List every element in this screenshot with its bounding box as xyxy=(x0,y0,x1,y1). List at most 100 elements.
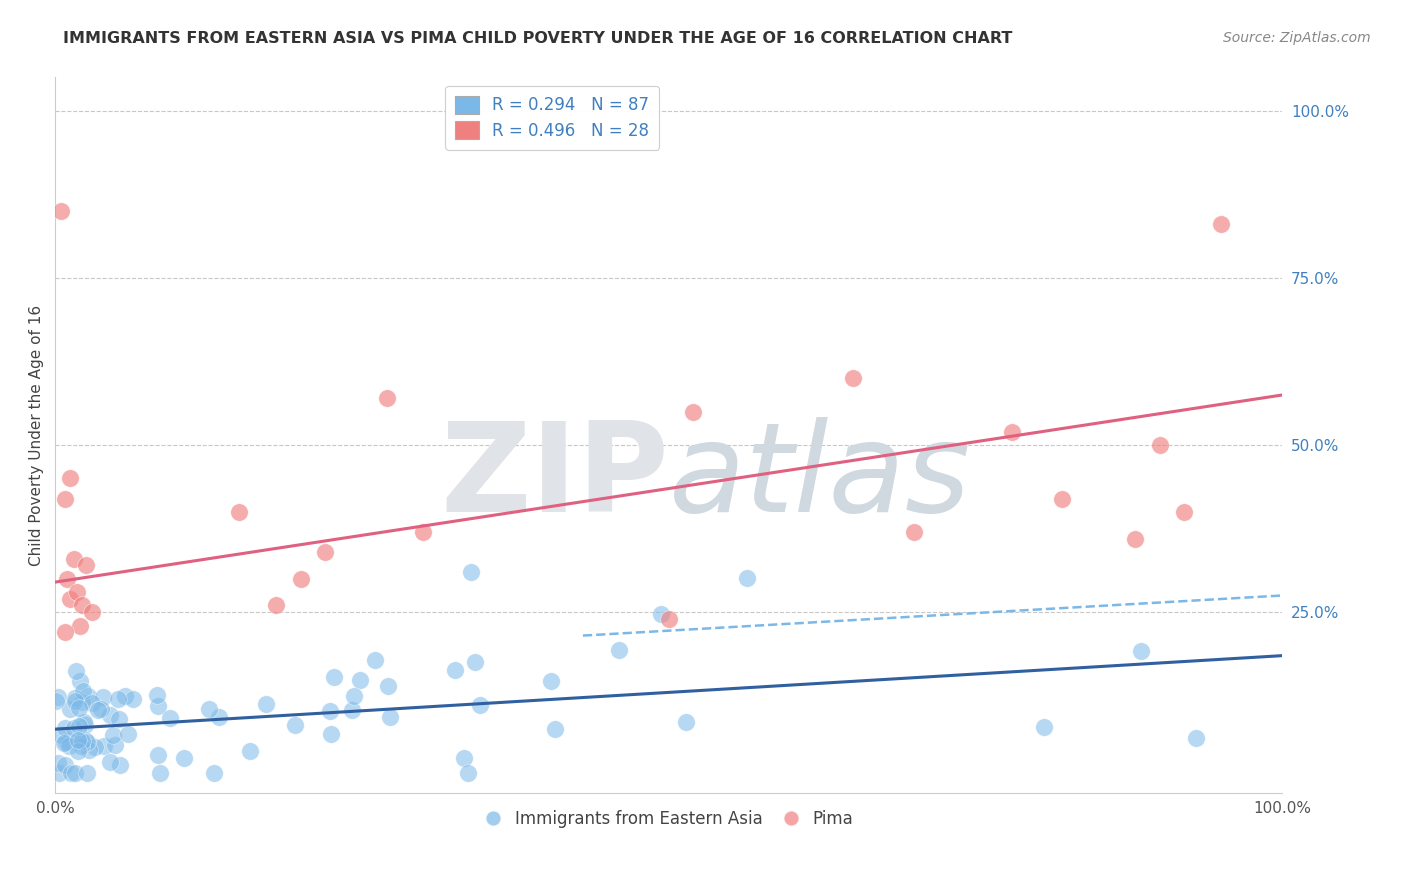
Point xyxy=(46,690,69,704)
Point xyxy=(53,721,76,735)
Point xyxy=(444,663,467,677)
Point xyxy=(72,695,94,709)
Point xyxy=(59,701,82,715)
Point xyxy=(51,204,73,219)
Point xyxy=(63,691,86,706)
Point xyxy=(228,505,250,519)
Point xyxy=(53,491,76,506)
Point xyxy=(58,733,80,747)
Text: Source: ZipAtlas.com: Source: ZipAtlas.com xyxy=(1223,31,1371,45)
Point xyxy=(108,712,131,726)
Text: atlas: atlas xyxy=(669,417,972,539)
Point xyxy=(375,392,398,406)
Point xyxy=(544,722,567,736)
Point xyxy=(148,698,170,713)
Point xyxy=(1173,505,1195,519)
Y-axis label: Child Poverty Under the Age of 16: Child Poverty Under the Age of 16 xyxy=(30,304,44,566)
Point xyxy=(675,714,697,729)
Point xyxy=(65,665,87,679)
Point xyxy=(284,718,307,732)
Point xyxy=(108,758,131,772)
Point xyxy=(735,571,758,585)
Point xyxy=(63,721,86,735)
Point xyxy=(67,744,90,758)
Point xyxy=(540,674,562,689)
Point xyxy=(340,703,363,717)
Point xyxy=(117,727,139,741)
Point xyxy=(239,744,262,758)
Point xyxy=(55,758,77,772)
Point xyxy=(464,655,486,669)
Point xyxy=(104,738,127,752)
Point xyxy=(69,673,91,688)
Point xyxy=(83,739,105,754)
Point xyxy=(148,748,170,763)
Point xyxy=(70,739,93,753)
Point xyxy=(314,545,336,559)
Point xyxy=(59,591,82,606)
Point xyxy=(903,524,925,539)
Point xyxy=(45,693,67,707)
Point xyxy=(91,690,114,704)
Point xyxy=(70,599,93,613)
Point xyxy=(103,729,125,743)
Point xyxy=(55,735,77,749)
Point xyxy=(682,404,704,418)
Point xyxy=(76,765,98,780)
Point xyxy=(67,701,90,715)
Point xyxy=(59,471,82,485)
Point xyxy=(73,715,96,730)
Point xyxy=(60,765,83,780)
Point xyxy=(72,683,94,698)
Point xyxy=(58,739,80,753)
Point xyxy=(63,694,86,708)
Point xyxy=(460,566,482,580)
Point xyxy=(62,551,84,566)
Point xyxy=(76,735,98,749)
Point xyxy=(80,605,103,619)
Point xyxy=(1001,425,1024,439)
Point xyxy=(159,711,181,725)
Point xyxy=(63,765,86,780)
Point xyxy=(70,734,93,748)
Point xyxy=(453,750,475,764)
Point xyxy=(202,765,225,780)
Point xyxy=(1130,644,1153,658)
Point xyxy=(658,612,681,626)
Point xyxy=(1123,532,1146,546)
Point xyxy=(122,692,145,706)
Point xyxy=(377,679,399,693)
Point xyxy=(66,585,89,599)
Point xyxy=(412,524,434,539)
Point xyxy=(264,599,287,613)
Point xyxy=(53,625,76,640)
Point xyxy=(607,643,630,657)
Point xyxy=(1050,491,1073,506)
Point xyxy=(56,572,79,586)
Point xyxy=(470,698,492,712)
Point xyxy=(349,673,371,687)
Point xyxy=(87,703,110,717)
Point xyxy=(51,728,73,742)
Point xyxy=(1211,218,1233,232)
Point xyxy=(80,697,103,711)
Text: IMMIGRANTS FROM EASTERN ASIA VS PIMA CHILD POVERTY UNDER THE AGE OF 16 CORRELATI: IMMIGRANTS FROM EASTERN ASIA VS PIMA CHI… xyxy=(63,31,1012,46)
Point xyxy=(208,709,231,723)
Point xyxy=(100,708,122,723)
Point xyxy=(1032,720,1054,734)
Point xyxy=(73,733,96,747)
Point xyxy=(73,718,96,732)
Point xyxy=(380,710,402,724)
Point xyxy=(67,732,90,747)
Point xyxy=(90,702,112,716)
Point xyxy=(149,765,172,780)
Point xyxy=(842,371,865,385)
Point xyxy=(343,689,366,703)
Point xyxy=(1149,438,1171,452)
Point xyxy=(457,765,479,780)
Point xyxy=(77,689,100,703)
Point xyxy=(322,670,344,684)
Text: ZIP: ZIP xyxy=(440,417,669,539)
Point xyxy=(107,692,129,706)
Point xyxy=(70,735,93,749)
